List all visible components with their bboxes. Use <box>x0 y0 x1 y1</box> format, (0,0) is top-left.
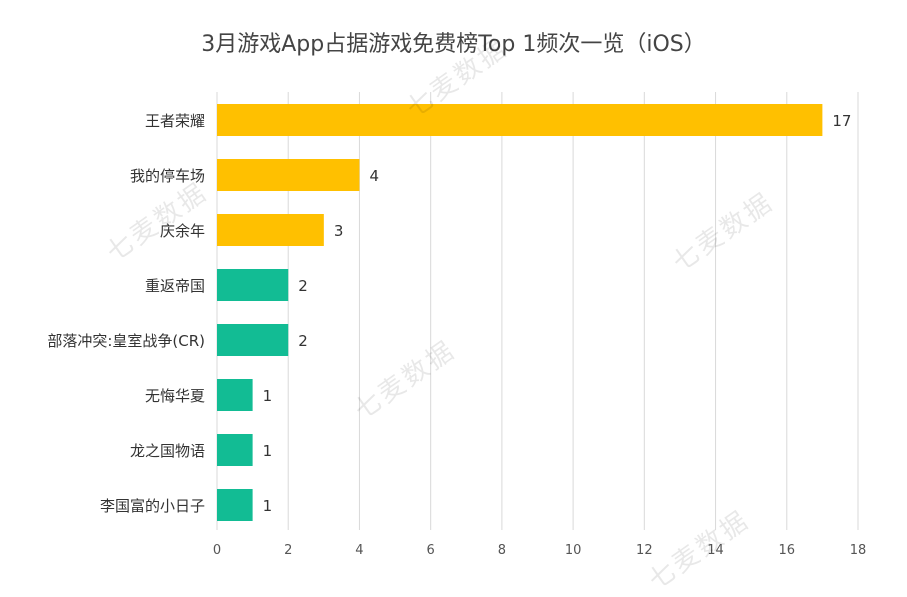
bar <box>217 489 253 521</box>
x-tick-label: 18 <box>850 543 867 558</box>
value-label: 1 <box>263 497 273 515</box>
bar <box>217 324 289 356</box>
x-tick-label: 0 <box>213 543 221 558</box>
bar <box>217 214 324 246</box>
x-tick-label: 10 <box>565 543 582 558</box>
x-tick-label: 2 <box>284 543 292 558</box>
bar <box>217 434 253 466</box>
value-label: 1 <box>263 442 273 460</box>
category-label: 庆余年 <box>160 222 205 240</box>
value-label: 17 <box>832 112 851 130</box>
x-tick-label: 14 <box>707 543 724 558</box>
category-label: 我的停车场 <box>130 167 205 185</box>
value-label: 4 <box>369 167 379 185</box>
category-label: 部落冲突:皇室战争(CR) <box>47 332 205 350</box>
bar <box>217 159 360 191</box>
value-label: 2 <box>298 277 308 295</box>
category-label: 重返帝国 <box>145 277 205 295</box>
bar <box>217 104 823 136</box>
x-tick-label: 12 <box>636 543 653 558</box>
category-label: 无悔华夏 <box>145 387 205 405</box>
category-label: 李国富的小日子 <box>100 497 205 515</box>
x-tick-label: 8 <box>498 543 506 558</box>
chart-title: 3月游戏App占据游戏免费榜Top 1频次一览（iOS） <box>201 32 706 57</box>
value-label: 3 <box>334 222 344 240</box>
category-label: 龙之国物语 <box>130 442 205 460</box>
bar <box>217 269 289 301</box>
bar <box>217 379 253 411</box>
bars <box>217 104 823 521</box>
x-tick-label: 6 <box>427 543 435 558</box>
category-label: 王者荣耀 <box>145 112 205 130</box>
value-label: 2 <box>298 332 308 350</box>
value-label: 1 <box>263 387 273 405</box>
gridlines <box>216 92 859 530</box>
x-tick-label: 16 <box>779 543 796 558</box>
x-tick-label: 4 <box>355 543 363 558</box>
